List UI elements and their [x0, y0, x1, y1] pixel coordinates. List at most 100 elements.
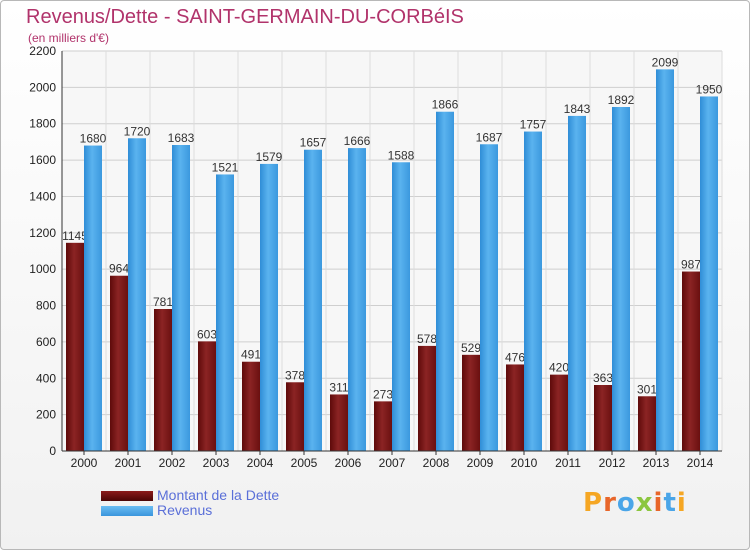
bar-revenus: [700, 96, 718, 452]
data-label-dette: 578: [417, 332, 437, 346]
proxiti-logo: Proxiti: [583, 488, 687, 518]
logo-letter: x: [635, 488, 654, 518]
data-label-dette: 301: [637, 382, 657, 396]
axes: 0 200 400 600 800 1000 1200 1400 1600 1800 2000 220…: [29, 44, 722, 470]
data-label-revenus: 1521: [212, 160, 239, 174]
chart-title: Revenus/Dette - SAINT-GERMAIN-DU-CORBéIS: [26, 6, 464, 28]
bar-dette: [198, 341, 216, 451]
data-label-revenus: 1680: [80, 132, 107, 146]
x-tick-label: 2006: [335, 456, 362, 470]
data-label-dette: 491: [241, 348, 261, 362]
y-tick-label: 1800: [29, 117, 56, 131]
x-tick-label: 2010: [511, 456, 538, 470]
legend-label-dette: Montant de la Dette: [157, 487, 280, 503]
y-tick-label: 200: [36, 408, 56, 422]
bar-dette: [682, 271, 700, 451]
y-tick-label: 2000: [29, 80, 56, 94]
logo-letter: P: [583, 488, 604, 518]
data-label-dette: 311: [329, 380, 348, 394]
y-tick-label: 1200: [29, 226, 56, 240]
x-tick-label: 2003: [203, 456, 230, 470]
bar-revenus: [348, 148, 366, 451]
y-tick-label: 0: [49, 444, 56, 458]
bar-revenus: [480, 144, 498, 452]
bar-revenus: [84, 145, 102, 451]
x-tick-label: 2000: [71, 456, 98, 470]
y-tick-label: 1400: [29, 189, 56, 203]
x-tick-label: 2004: [247, 456, 274, 470]
bar-revenus: [392, 162, 410, 452]
data-label-dette: 987: [681, 258, 701, 272]
data-label-dette: 1145: [62, 229, 88, 243]
x-tick-label: 2014: [687, 456, 714, 470]
x-tick-label: 2012: [599, 456, 626, 470]
bar-dette: [286, 382, 304, 451]
bar-dette: [374, 401, 392, 451]
y-tick-label: 1000: [29, 262, 56, 276]
data-label-revenus: 1687: [476, 130, 503, 144]
data-label-dette: 964: [109, 262, 129, 276]
data-label-revenus: 1588: [388, 148, 415, 162]
data-label-revenus: 1720: [124, 124, 151, 138]
data-label-revenus: 1666: [344, 134, 371, 148]
logo-letter: i: [676, 488, 687, 518]
legend-label-revenus: Revenus: [157, 502, 213, 518]
data-label-dette: 363: [593, 371, 613, 385]
x-tick-label: 2002: [159, 456, 186, 470]
data-label-revenus: 1657: [300, 136, 327, 150]
bar-dette: [110, 275, 128, 451]
data-label-revenus: 1757: [520, 118, 547, 132]
bar-dette: [506, 364, 524, 451]
data-label-dette: 378: [285, 368, 305, 382]
data-label-revenus: 1683: [168, 131, 195, 145]
bar-revenus: [128, 138, 146, 452]
data-label-dette: 781: [153, 295, 173, 309]
y-tick-label: 400: [36, 371, 56, 385]
bar-revenus: [656, 69, 674, 451]
bar-dette: [330, 394, 348, 451]
bar-revenus: [304, 149, 322, 451]
logo-letter: r: [603, 488, 617, 518]
y-tick-label: 1600: [29, 153, 56, 167]
bar-dette: [594, 385, 612, 451]
bar-dette: [242, 361, 260, 451]
y-tick-label: 600: [36, 335, 56, 349]
bar-revenus: [172, 145, 190, 451]
bar-revenus: [436, 111, 454, 452]
bars: 1145 1680 964 1720 781 1683 603 1521 491 1579 378 1…: [62, 55, 723, 452]
logo-letter: o: [616, 488, 636, 518]
bar-revenus: [568, 115, 586, 451]
bar-dette: [418, 345, 436, 451]
bar-dette: [154, 309, 172, 451]
y-tick-label: 800: [36, 299, 56, 313]
bar-revenus: [216, 174, 234, 452]
data-label-revenus: 2099: [652, 55, 679, 69]
bar-dette: [638, 396, 656, 451]
logo-letter: t: [663, 488, 677, 518]
data-label-dette: 420: [549, 361, 569, 375]
bar-revenus: [260, 163, 278, 451]
data-label-revenus: 1892: [608, 93, 635, 107]
bar-dette: [550, 374, 568, 451]
x-tick-label: 2011: [555, 456, 581, 470]
data-label-revenus: 1950: [696, 82, 723, 96]
data-label-dette: 603: [197, 327, 217, 341]
data-label-dette: 273: [373, 387, 393, 401]
x-tick-label: 2001: [115, 456, 142, 470]
data-label-revenus: 1579: [256, 150, 283, 164]
data-label-dette: 529: [461, 341, 481, 355]
bar-dette: [462, 354, 480, 451]
x-tick-label: 2008: [423, 456, 450, 470]
x-tick-label: 2013: [643, 456, 670, 470]
data-label-revenus: 1843: [564, 102, 591, 116]
x-tick-label: 2009: [467, 456, 494, 470]
data-label-revenus: 1866: [432, 98, 459, 112]
bar-revenus: [612, 107, 630, 451]
bar-revenus: [524, 131, 542, 451]
y-tick-label: 2200: [29, 44, 56, 58]
bar-dette: [66, 242, 84, 451]
x-tick-label: 2005: [291, 456, 318, 470]
x-tick-label: 2007: [379, 456, 406, 470]
